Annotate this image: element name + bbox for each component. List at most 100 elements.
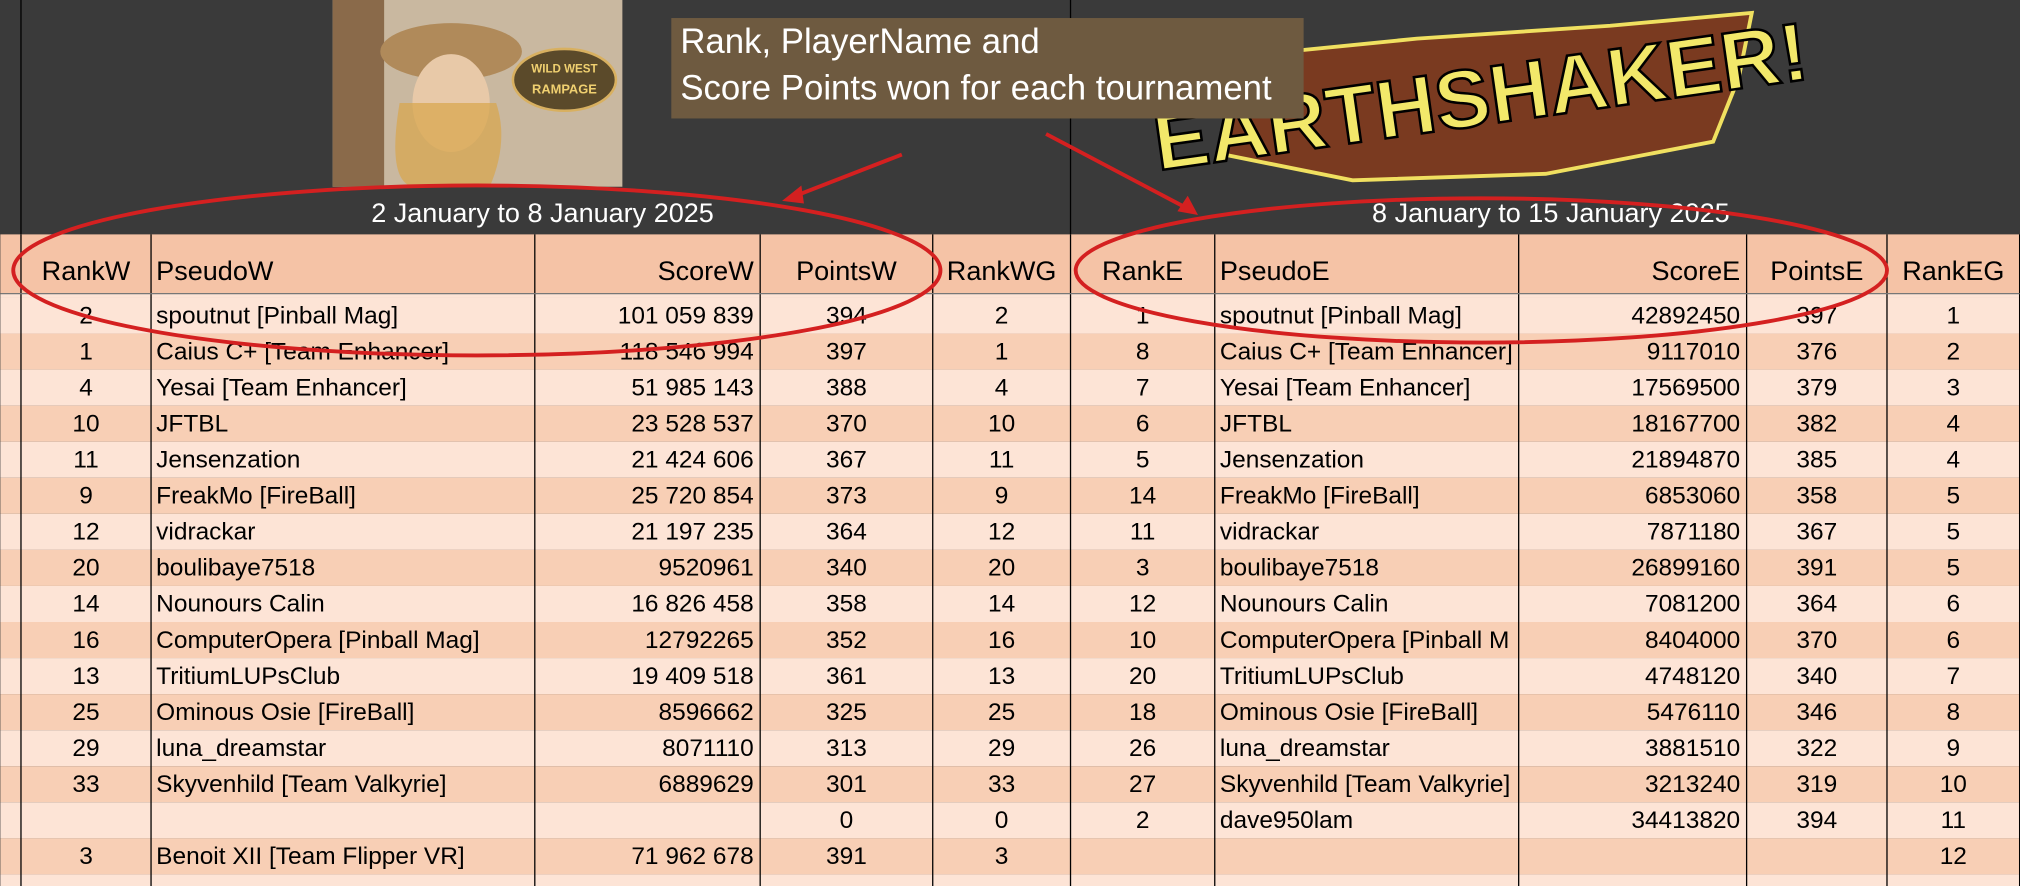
left-logo: WILD WEST RAMPAGE [332, 0, 623, 187]
cell: 4748120 [1645, 663, 1740, 690]
gap-bg [0, 293, 2020, 298]
cell: 361 [826, 663, 867, 690]
cell: 319 [1796, 771, 1837, 798]
row-bg [0, 766, 2020, 803]
cell: 325 [826, 699, 867, 726]
cell: TritiumLUPsClub [1220, 663, 1404, 690]
highlight-ellipse [1073, 196, 1889, 345]
cell: 9 [995, 483, 1009, 510]
cell: 13 [72, 663, 99, 690]
cell: 27 [1129, 771, 1156, 798]
cell: 12 [988, 519, 1015, 546]
period-label: 2 January to 8 January 2025 [371, 198, 714, 228]
cell: Caius C+ [Team Enhancer] [156, 338, 449, 365]
cell: luna_dreamstar [1220, 735, 1390, 762]
column-header: RankW [42, 256, 131, 286]
header-row-bg [0, 234, 2020, 294]
cell: 4 [79, 374, 93, 401]
cell: 5476110 [1647, 699, 1740, 726]
cell: 33 [72, 771, 99, 798]
cell: luna_dreamstar [156, 735, 326, 762]
cell: spoutnut [Pinball Mag] [156, 302, 398, 329]
cell: 6889629 [659, 771, 754, 798]
cell: 12 [72, 519, 99, 546]
cell: 1 [1136, 302, 1150, 329]
cell: 385 [1796, 446, 1837, 473]
cell: 322 [1796, 735, 1837, 762]
cell: 5 [1947, 555, 1961, 582]
cell: 20 [988, 555, 1015, 582]
cell: boulibaye7518 [156, 555, 315, 582]
cell: 0 [840, 807, 854, 834]
cell: Jensenzation [156, 446, 300, 473]
cell: ComputerOpera [Pinball Mag] [156, 627, 479, 654]
highlight-ellipse [11, 183, 943, 358]
cell: Yesai [Team Enhancer] [156, 374, 407, 401]
cell: 9 [1947, 735, 1961, 762]
cell: vidrackar [1220, 519, 1319, 546]
cell: 364 [826, 519, 867, 546]
cell: 19 409 518 [631, 663, 753, 690]
row-bg [0, 658, 2020, 695]
cell: 397 [826, 338, 867, 365]
cell: Skyvenhild [Team Valkyrie] [1220, 771, 1510, 798]
cell: 388 [826, 374, 867, 401]
cell: 101 059 839 [618, 302, 754, 329]
cell: 9 [79, 483, 93, 510]
cell: 0 [995, 807, 1009, 834]
cell: 10 [1940, 771, 1967, 798]
row-bg [0, 369, 2020, 406]
row-bg [0, 838, 2020, 875]
cell: 9520961 [659, 555, 754, 582]
column-header: PointsW [796, 256, 897, 286]
cell: 23 528 537 [631, 410, 753, 437]
cell: 358 [826, 591, 867, 618]
row-bg [0, 441, 2020, 478]
cell: 1 [995, 338, 1009, 365]
cell: 10 [988, 410, 1015, 437]
cell: 358 [1796, 483, 1837, 510]
cell: JFTBL [156, 410, 228, 437]
cell: 3 [1947, 374, 1961, 401]
cell: 346 [1796, 699, 1837, 726]
cell: 11 [1941, 807, 1966, 834]
cell: 8 [1947, 699, 1961, 726]
cell: 6853060 [1645, 483, 1740, 510]
cell: 4 [995, 374, 1009, 401]
cell: 29 [72, 735, 99, 762]
row-bg [0, 622, 2020, 659]
cell: 1 [1947, 302, 1961, 329]
cell: Nounours Calin [1220, 591, 1389, 618]
cell: 4 [1947, 446, 1961, 473]
cell: Nounours Calin [156, 591, 325, 618]
cell: 340 [1796, 663, 1837, 690]
row-bg [0, 477, 2020, 514]
cell: 25 [988, 699, 1015, 726]
cell: Yesai [Team Enhancer] [1220, 374, 1471, 401]
column-header: PseudoW [156, 256, 274, 286]
cell: 11 [989, 446, 1014, 473]
cell: 8 [1136, 338, 1150, 365]
cell: Skyvenhild [Team Valkyrie] [156, 771, 446, 798]
cell: 14 [72, 591, 99, 618]
arrow [791, 152, 903, 199]
cell: 10 [72, 410, 99, 437]
cell: 352 [826, 627, 867, 654]
logo-text: RAMPAGE [532, 82, 597, 97]
logo-shape [380, 23, 522, 80]
cell: 3213240 [1645, 771, 1740, 798]
cell: 12 [1940, 843, 1967, 870]
cell: 2 [1947, 338, 1961, 365]
cell: boulibaye7518 [1220, 555, 1379, 582]
row-bg [0, 802, 2020, 839]
cell: 394 [1796, 807, 1837, 834]
logo-text: WILD WEST [531, 64, 597, 76]
period-label: 8 January to 15 January 2025 [1372, 198, 1730, 228]
cell: Ominous Osie [FireBall] [156, 699, 414, 726]
cell: 25 [72, 699, 99, 726]
cell: 3 [1136, 555, 1150, 582]
cell: 33 [988, 771, 1015, 798]
annotation-marks [11, 132, 1889, 358]
